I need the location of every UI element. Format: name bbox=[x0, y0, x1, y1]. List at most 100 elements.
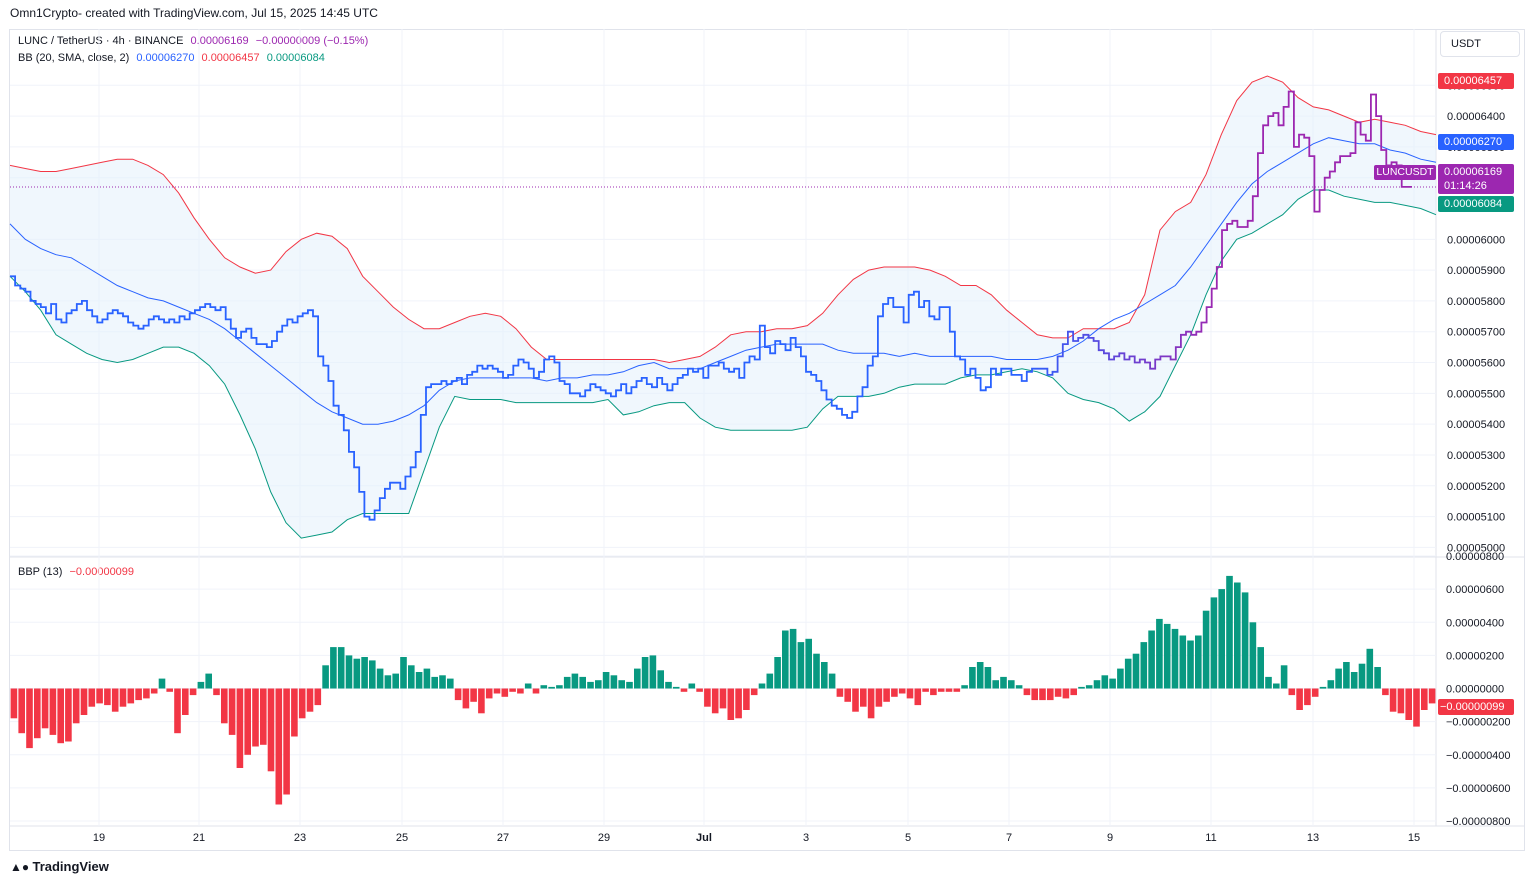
bbp-bar bbox=[509, 688, 516, 692]
chart-frame bbox=[9, 29, 1525, 851]
bbp-bar bbox=[930, 688, 937, 696]
bbp-bar bbox=[252, 688, 259, 747]
legend-bb-label[interactable]: BB (20, SMA, close, 2) bbox=[18, 52, 130, 64]
bbp-bar bbox=[174, 688, 181, 734]
tradingview-logo[interactable]: ▲● TradingView bbox=[10, 859, 109, 874]
bbp-bar bbox=[298, 688, 306, 719]
bbp-bar bbox=[361, 657, 368, 689]
bbp-bar bbox=[423, 668, 431, 689]
y-tick-label: 0.00006400 bbox=[1447, 111, 1505, 123]
bbp-bar bbox=[501, 688, 509, 697]
legend-symbol[interactable]: LUNC / TetherUS · 4h · BINANCE bbox=[18, 35, 184, 47]
x-tick-label: 7 bbox=[1006, 832, 1012, 844]
bbp-y-tick-label: 0.00000200 bbox=[1446, 650, 1504, 662]
bbp-bar bbox=[1382, 688, 1389, 696]
bb-upper-line bbox=[9, 75, 1437, 364]
y-tick-label: 0.00005700 bbox=[1447, 327, 1505, 339]
bbp-bar bbox=[1117, 668, 1124, 689]
bbp-bar bbox=[1296, 688, 1303, 710]
bbp-bar bbox=[1335, 668, 1342, 689]
bbp-y-tick-label: 0.00000800 bbox=[1446, 551, 1504, 563]
bbp-bar bbox=[400, 657, 407, 689]
bbp-bar bbox=[275, 688, 283, 805]
bbp-bar bbox=[462, 688, 470, 709]
bbp-bar bbox=[41, 688, 49, 729]
bbp-bar bbox=[1218, 589, 1225, 689]
bbp-bar bbox=[213, 688, 220, 696]
bbp-bar bbox=[345, 655, 353, 689]
bbp-bar bbox=[1343, 662, 1350, 689]
bbp-bar bbox=[57, 688, 64, 744]
bbp-bar bbox=[992, 680, 999, 689]
bbp-bar bbox=[1374, 667, 1381, 689]
bbp-bar bbox=[1093, 680, 1101, 689]
legend-price: 0.00006169 bbox=[190, 35, 249, 47]
bbp-bar bbox=[782, 630, 789, 689]
bbp-bar bbox=[602, 672, 610, 689]
bbp-bar bbox=[88, 688, 96, 707]
bbp-bar bbox=[1366, 648, 1374, 689]
bbp-bar bbox=[766, 673, 774, 689]
bbp-bar bbox=[158, 678, 166, 689]
bbp-bar bbox=[789, 628, 797, 689]
bbp-bar bbox=[1023, 688, 1031, 696]
x-tick-label: 11 bbox=[1205, 832, 1216, 844]
bbp-bar bbox=[330, 647, 337, 689]
bbp-bar bbox=[1273, 683, 1280, 689]
bbp-bar bbox=[743, 688, 750, 710]
bbp-bar bbox=[805, 638, 812, 689]
bbp-bar bbox=[532, 688, 540, 694]
bbp-bar bbox=[953, 688, 961, 692]
legend-bbp-label[interactable]: BBP (13) bbox=[18, 566, 63, 578]
bbp-bar bbox=[353, 658, 361, 689]
bbp-bar bbox=[680, 688, 688, 692]
bbp-bar bbox=[1389, 688, 1397, 712]
legend-bb-basis: 0.00006270 bbox=[136, 52, 195, 64]
bbp-bar bbox=[891, 688, 898, 697]
bbp-bar bbox=[408, 665, 415, 689]
bbp-value-tag: −0.00000099 bbox=[1438, 699, 1514, 715]
y-tick-label: 0.00005900 bbox=[1447, 265, 1505, 277]
bbp-bar bbox=[127, 688, 135, 704]
bbp-bar bbox=[454, 688, 462, 701]
bbp-bar bbox=[306, 688, 314, 712]
bbp-bar bbox=[883, 688, 890, 702]
bbp-bar bbox=[376, 668, 384, 689]
bbp-bar bbox=[1132, 653, 1140, 689]
legend-bb-upper: 0.00006457 bbox=[201, 52, 260, 64]
bbp-bar bbox=[1054, 688, 1062, 697]
bbp-bar bbox=[836, 688, 844, 697]
bbp-bar bbox=[1000, 676, 1007, 689]
bbp-bar bbox=[1015, 685, 1023, 689]
bbp-bar bbox=[727, 688, 735, 720]
legend-bb-lower: 0.00006084 bbox=[266, 52, 325, 64]
bbp-bar bbox=[587, 681, 594, 689]
bbp-bar bbox=[392, 673, 399, 689]
y-tick-label: 0.00005800 bbox=[1447, 296, 1505, 308]
bbp-bar bbox=[1156, 618, 1163, 689]
bbp-bar bbox=[493, 688, 501, 694]
bbp-bar bbox=[1311, 688, 1319, 697]
bbp-bar bbox=[774, 657, 781, 689]
bbp-y-tick-label: 0.00000400 bbox=[1446, 617, 1504, 629]
bbp-bar bbox=[18, 688, 25, 734]
currency-button[interactable]: USDT bbox=[1440, 31, 1520, 57]
bbp-y-tick-label: −0.00000800 bbox=[1446, 816, 1511, 828]
bbp-y-tick-label: 0.00000000 bbox=[1446, 684, 1504, 696]
x-tick-label: 13 bbox=[1307, 832, 1319, 844]
bbp-bar bbox=[244, 688, 251, 755]
x-tick-label: 15 bbox=[1408, 832, 1420, 844]
bbp-bar bbox=[1421, 688, 1428, 710]
bbp-bar bbox=[750, 688, 758, 696]
bbp-bar bbox=[1148, 630, 1155, 689]
bbp-bar bbox=[166, 688, 173, 692]
bbp-bar bbox=[80, 688, 88, 715]
bbp-bar bbox=[914, 688, 922, 706]
bbp-bar bbox=[337, 647, 345, 689]
bbp-bar bbox=[1202, 610, 1210, 689]
bbp-bar bbox=[758, 683, 766, 689]
bbp-bar bbox=[34, 688, 41, 739]
bbp-bar bbox=[634, 668, 641, 689]
bbp-bar bbox=[1085, 685, 1093, 689]
